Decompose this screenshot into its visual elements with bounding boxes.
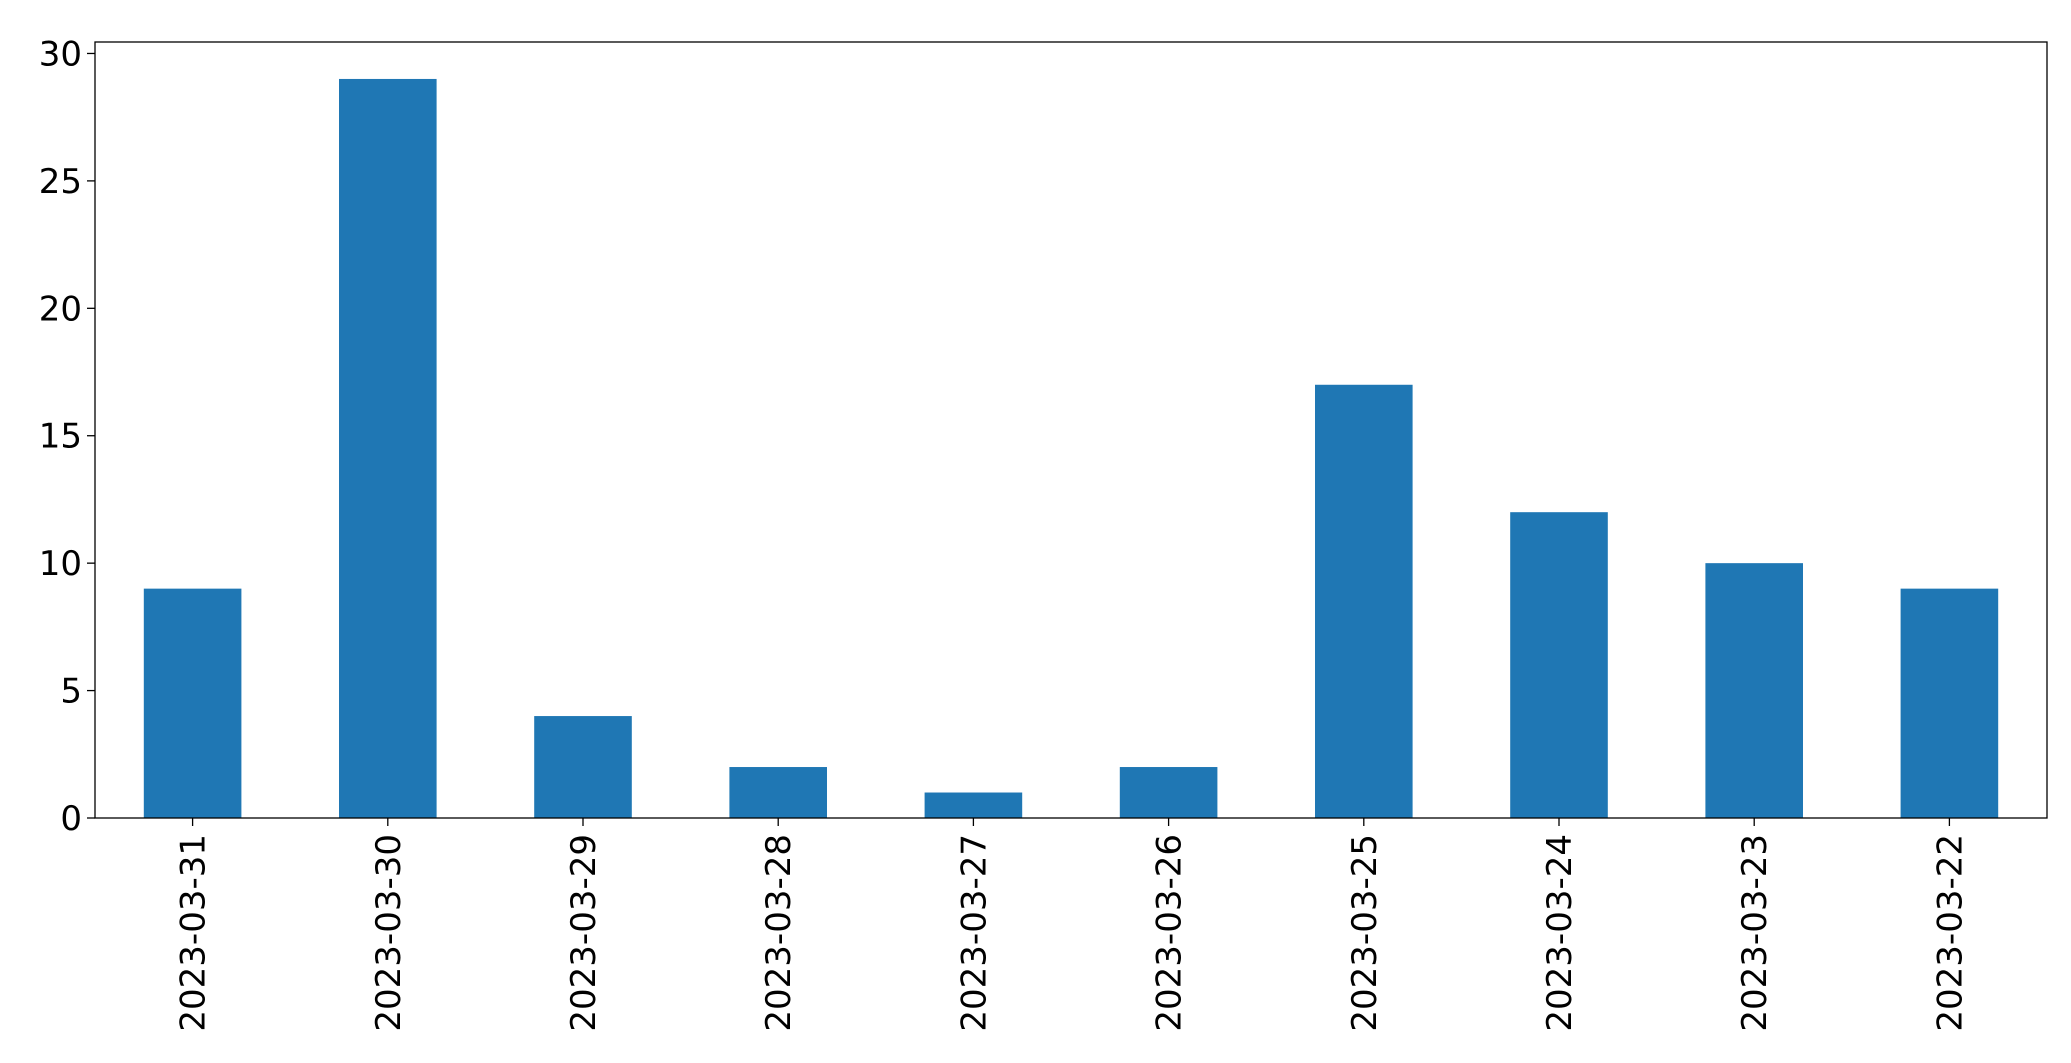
x-tick-label: 2023-03-23 [1735, 834, 1775, 1032]
x-tick-label: 2023-03-22 [1930, 834, 1970, 1032]
bar-2023-03-31 [143, 588, 242, 818]
bar-series [143, 78, 1999, 818]
x-tick-label: 2023-03-29 [564, 834, 604, 1032]
plot-area-frame [94, 41, 2048, 819]
y-tick-label: 20 [39, 289, 82, 329]
bar-2023-03-30 [339, 78, 437, 818]
bar-2023-03-27 [924, 792, 1023, 818]
x-tick-label: 2023-03-24 [1540, 834, 1580, 1032]
x-axis: 2023-03-31 2023-03-30 2023-03-29 2023-03-28… [174, 818, 1970, 1032]
y-axis: 0 5 10 15 20 25 30 [39, 34, 95, 839]
bar-2023-03-24 [1510, 512, 1608, 818]
x-tick-label: 2023-03-30 [369, 834, 409, 1032]
bar-2023-03-28 [729, 767, 827, 818]
x-tick-label: 2023-03-27 [954, 834, 994, 1032]
x-tick-label: 2023-03-25 [1345, 834, 1385, 1032]
y-tick-label: 5 [60, 672, 82, 712]
y-tick-label: 10 [39, 544, 82, 584]
bar-2023-03-23 [1705, 563, 1803, 818]
x-tick-label: 2023-03-31 [174, 834, 214, 1032]
y-tick-label: 25 [39, 162, 82, 202]
y-tick-label: 15 [39, 417, 82, 457]
bar-2023-03-22 [1900, 588, 1999, 818]
bar-2023-03-26 [1119, 767, 1218, 818]
y-tick-label: 0 [60, 799, 82, 839]
x-tick-label: 2023-03-26 [1150, 834, 1190, 1032]
bar-2023-03-25 [1315, 384, 1413, 818]
y-tick-label: 30 [39, 34, 82, 74]
bar-2023-03-29 [534, 716, 632, 818]
x-tick-label: 2023-03-28 [759, 834, 799, 1032]
